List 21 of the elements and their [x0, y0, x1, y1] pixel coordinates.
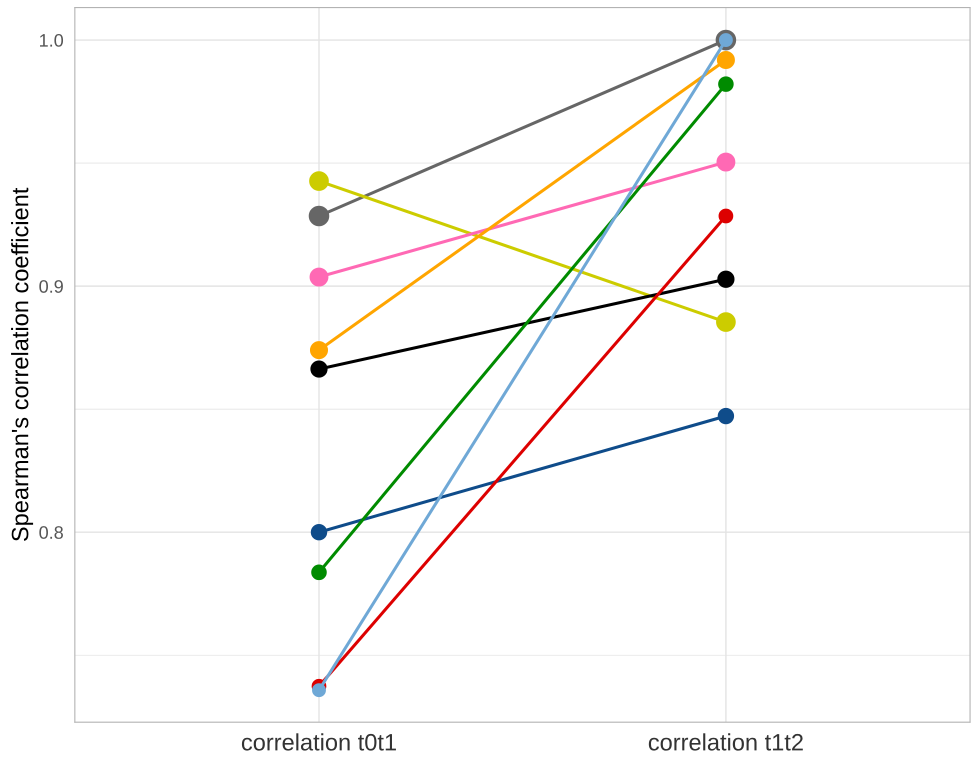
point [717, 270, 735, 288]
point [308, 206, 330, 226]
point [310, 524, 328, 540]
point [310, 341, 328, 360]
y-axis-title: Spearman's correlation coefficient [11, 188, 34, 542]
y-tick-label: 1.0 [40, 34, 64, 47]
point [310, 360, 328, 378]
x-tick-label: correlation t0t1 [242, 733, 396, 751]
x-tick-label: correlation t1t2 [648, 733, 803, 751]
point [718, 208, 734, 224]
y-tick-label: 0.9 [39, 280, 63, 293]
point [312, 683, 326, 698]
point [718, 76, 734, 92]
point [716, 152, 736, 172]
point [716, 50, 735, 70]
point [716, 312, 736, 332]
point [309, 171, 329, 191]
y-tick-label: 0.8 [39, 526, 63, 539]
point [311, 564, 327, 580]
point [718, 408, 734, 424]
point [310, 268, 328, 286]
